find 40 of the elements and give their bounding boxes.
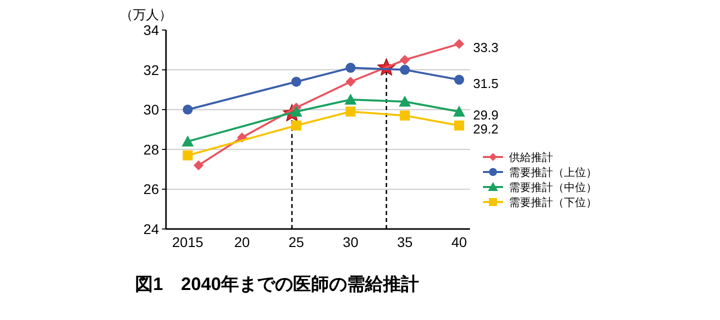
y-tick-label: 28	[143, 141, 160, 158]
data-label: 29.2	[473, 122, 498, 137]
point	[454, 120, 464, 131]
x-tick-label: 40	[451, 234, 468, 250]
legend-label: 需要推計（下位）	[509, 196, 597, 209]
x-tick-label: 25	[288, 234, 304, 250]
point	[400, 54, 410, 65]
point	[194, 160, 204, 170]
data-label: 31.5	[473, 76, 498, 91]
point	[400, 110, 410, 121]
y-tick-label: 34	[143, 22, 160, 38]
legend-label: 需要推計（中位）	[509, 181, 597, 194]
y-tick-label: 32	[143, 62, 160, 78]
point	[346, 62, 356, 73]
x-tick-label: 35	[397, 234, 413, 250]
point	[454, 74, 464, 85]
point	[291, 120, 302, 131]
legend-label: 供給推計	[509, 151, 553, 164]
y-axis-title: （万人）	[120, 7, 172, 22]
data-label: 33.3	[473, 40, 498, 55]
point	[453, 106, 466, 117]
y-tick-label: 30	[143, 102, 160, 118]
point	[346, 76, 356, 87]
text: 図1 2040年までの医師の需給推計	[135, 274, 420, 294]
x-tick-label: 20	[234, 234, 250, 250]
point	[182, 135, 194, 146]
point	[346, 106, 356, 117]
point	[400, 64, 410, 75]
point	[344, 94, 357, 105]
data-label: 29.9	[473, 108, 498, 123]
point	[454, 38, 464, 49]
y-tick-label: 24	[143, 221, 160, 237]
point	[398, 96, 411, 107]
point	[291, 76, 302, 87]
legend-label: 需要推計（上位）	[509, 166, 597, 179]
point	[182, 104, 193, 115]
x-tick-label: 2015	[172, 234, 204, 250]
y-tick-label: 26	[143, 181, 160, 198]
point	[182, 150, 193, 160]
x-tick-label: 30	[342, 234, 359, 250]
